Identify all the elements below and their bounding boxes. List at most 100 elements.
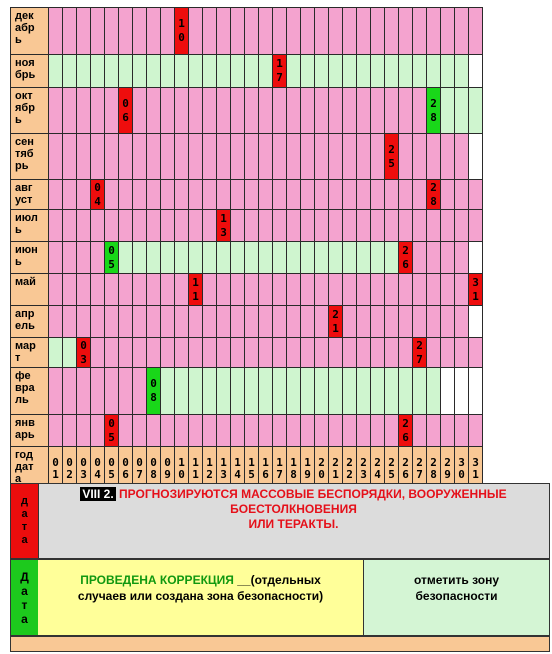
day-cell[interactable]: [440, 305, 455, 338]
day-cell[interactable]: [314, 87, 329, 134]
day-cell[interactable]: [440, 209, 455, 242]
day-cell[interactable]: [258, 367, 273, 415]
day-cell[interactable]: [272, 241, 287, 274]
day-cell[interactable]: [62, 367, 77, 415]
day-cell[interactable]: [202, 414, 217, 447]
safety-zone-field[interactable]: отметить зону безопасности: [364, 560, 549, 635]
day-cell[interactable]: [356, 87, 371, 134]
day-cell[interactable]: [286, 241, 301, 274]
day-cell[interactable]: [314, 54, 329, 88]
day-cell[interactable]: [174, 133, 189, 180]
day-cell[interactable]: [118, 305, 133, 338]
day-cell[interactable]: [342, 179, 357, 210]
day-cell[interactable]: [104, 337, 119, 368]
day-cell[interactable]: [300, 209, 315, 242]
day-cell[interactable]: [216, 87, 231, 134]
day-cell[interactable]: [62, 209, 77, 242]
day-cell[interactable]: [230, 179, 245, 210]
day-cell[interactable]: [132, 87, 147, 134]
day-cell[interactable]: [412, 7, 427, 55]
day-cell[interactable]: [440, 133, 455, 180]
day-cell[interactable]: [342, 133, 357, 180]
day-cell[interactable]: [384, 414, 399, 447]
day-cell[interactable]: [244, 179, 259, 210]
day-cell[interactable]: [230, 87, 245, 134]
day-cell[interactable]: [132, 367, 147, 415]
day-cell[interactable]: [118, 133, 133, 180]
day-cell[interactable]: [90, 337, 105, 368]
day-cell[interactable]: [272, 7, 287, 55]
day-cell[interactable]: [258, 87, 273, 134]
day-cell[interactable]: [132, 305, 147, 338]
day-cell[interactable]: [454, 337, 469, 368]
day-cell[interactable]: [286, 179, 301, 210]
day-cell[interactable]: [468, 337, 483, 368]
day-cell[interactable]: [244, 367, 259, 415]
day-cell[interactable]: [356, 7, 371, 55]
event-mark[interactable]: 2 6: [398, 414, 413, 447]
day-cell[interactable]: [146, 54, 161, 88]
day-cell[interactable]: [188, 54, 203, 88]
day-cell[interactable]: [90, 87, 105, 134]
day-cell[interactable]: [398, 273, 413, 306]
day-cell[interactable]: [174, 305, 189, 338]
day-cell[interactable]: [398, 7, 413, 55]
day-cell[interactable]: [160, 179, 175, 210]
day-cell[interactable]: [132, 414, 147, 447]
day-cell[interactable]: [188, 414, 203, 447]
day-cell[interactable]: [440, 414, 455, 447]
day-cell[interactable]: [160, 7, 175, 55]
day-cell[interactable]: [62, 179, 77, 210]
day-cell[interactable]: [398, 337, 413, 368]
day-cell[interactable]: [328, 87, 343, 134]
day-cell[interactable]: [454, 209, 469, 242]
day-cell[interactable]: [398, 87, 413, 134]
day-cell[interactable]: [426, 209, 441, 242]
day-cell[interactable]: [314, 7, 329, 55]
event-mark[interactable]: 1 3: [216, 209, 231, 242]
day-cell[interactable]: [216, 305, 231, 338]
day-cell[interactable]: [188, 179, 203, 210]
day-cell[interactable]: [76, 273, 91, 306]
day-cell[interactable]: [48, 87, 63, 134]
event-mark[interactable]: 0 4: [90, 179, 105, 210]
day-cell[interactable]: [216, 414, 231, 447]
day-cell[interactable]: [146, 337, 161, 368]
day-cell[interactable]: [370, 414, 385, 447]
day-cell[interactable]: [48, 54, 63, 88]
day-cell[interactable]: [202, 305, 217, 338]
day-cell[interactable]: [342, 414, 357, 447]
day-cell[interactable]: [174, 87, 189, 134]
day-cell[interactable]: [328, 133, 343, 180]
day-cell[interactable]: [146, 179, 161, 210]
day-cell[interactable]: [202, 179, 217, 210]
day-cell[interactable]: [328, 179, 343, 210]
day-cell[interactable]: [76, 133, 91, 180]
day-cell[interactable]: [300, 241, 315, 274]
event-mark[interactable]: 2 1: [328, 305, 343, 338]
day-cell[interactable]: [146, 209, 161, 242]
day-cell[interactable]: [76, 87, 91, 134]
day-cell[interactable]: [384, 209, 399, 242]
day-cell[interactable]: [188, 367, 203, 415]
day-cell[interactable]: [104, 133, 119, 180]
day-cell[interactable]: [160, 54, 175, 88]
day-cell[interactable]: [384, 305, 399, 338]
day-cell[interactable]: [160, 367, 175, 415]
day-cell[interactable]: [286, 273, 301, 306]
day-cell[interactable]: [76, 7, 91, 55]
day-cell[interactable]: [174, 414, 189, 447]
day-cell[interactable]: [286, 305, 301, 338]
day-cell[interactable]: [454, 305, 469, 338]
event-mark[interactable]: 3 1: [468, 273, 483, 306]
day-cell[interactable]: [188, 7, 203, 55]
day-cell[interactable]: [118, 337, 133, 368]
day-cell[interactable]: [202, 337, 217, 368]
day-cell[interactable]: [76, 179, 91, 210]
day-cell[interactable]: [356, 305, 371, 338]
day-cell[interactable]: [300, 7, 315, 55]
day-cell[interactable]: [314, 367, 329, 415]
day-cell[interactable]: [132, 209, 147, 242]
day-cell[interactable]: [370, 367, 385, 415]
day-cell[interactable]: [328, 367, 343, 415]
